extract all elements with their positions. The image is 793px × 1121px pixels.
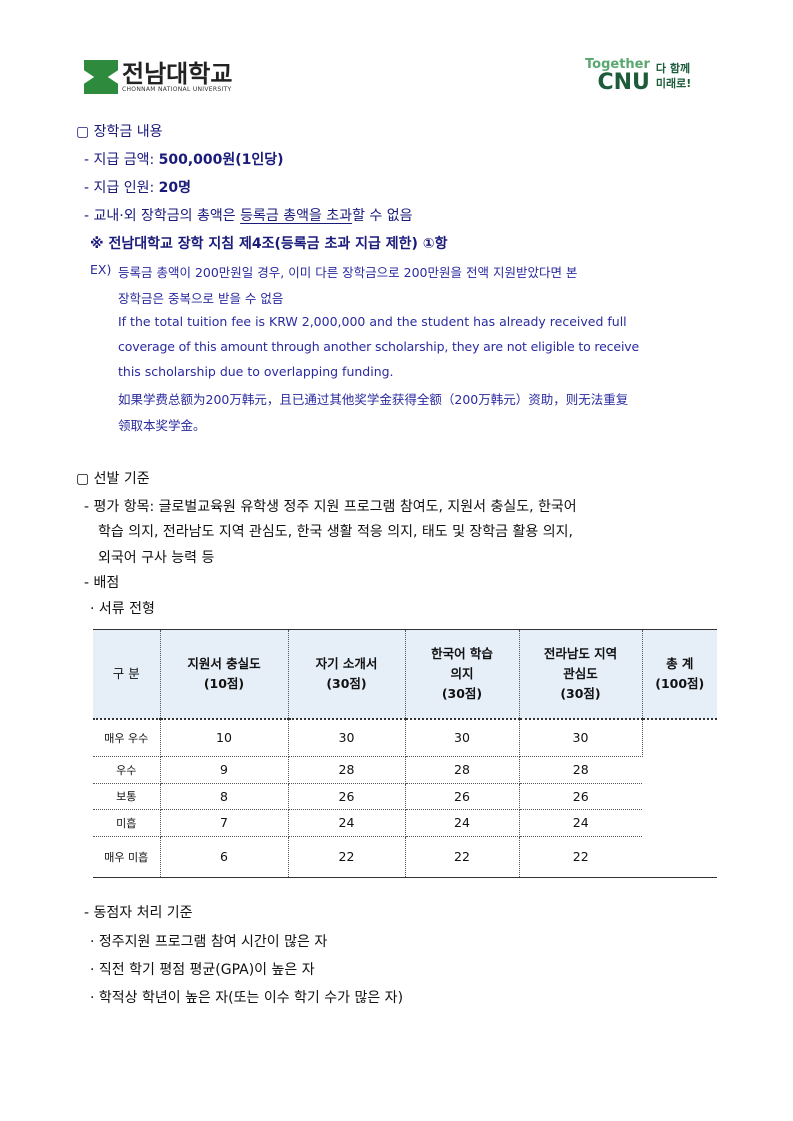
score-cell: 26 xyxy=(288,783,406,810)
score-cell: 22 xyxy=(288,836,406,878)
column-header-line: (30점) xyxy=(326,676,367,691)
row-label: 보통 xyxy=(93,783,161,810)
column-header: 지원서 충실도 (10점) xyxy=(160,629,289,720)
document-review-label: · 서류 전형 xyxy=(90,601,155,617)
logo-together: Together xyxy=(585,57,650,72)
score-cell: 30 xyxy=(519,719,643,757)
column-header: 구 분 xyxy=(93,629,161,720)
chonnam-university-logo: 전남대학교 CHONNAM NATIONAL UNIVERSITY xyxy=(84,60,232,94)
logo-subtitle: CHONNAM NATIONAL UNIVERSITY xyxy=(122,85,232,93)
limit-line: - 교내·외 장학금의 총액은 등록금 총액을 초과할 수 없음 xyxy=(84,205,412,225)
column-header-line: 의지 xyxy=(450,666,474,681)
column-header-line: (30점) xyxy=(441,686,483,701)
column-header-line: 관심도 xyxy=(563,666,598,681)
table-row: 매우 우수 10 30 30 30 xyxy=(93,719,717,878)
score-cell: 28 xyxy=(519,756,642,784)
score-cell: 24 xyxy=(288,809,406,837)
row-label: 우수 xyxy=(93,756,161,784)
table-row: 매우 미흡 6 22 22 22 xyxy=(93,836,717,878)
amount-label: - 지급 금액: xyxy=(84,152,159,168)
row-label: 매우 미흡 xyxy=(93,836,161,878)
score-cell: 30 xyxy=(288,719,406,757)
rule-reference: ※ 전남대학교 장학 지침 제4조(등록금 초과 지급 제한) ①항 xyxy=(90,236,448,252)
logo-slogan-1: 다 함께 xyxy=(655,62,691,75)
example-ko-2: 장학금은 중복으로 받을 수 없음 xyxy=(118,291,284,306)
example-en-1: If the total tuition fee is KRW 2,000,00… xyxy=(118,314,627,329)
amount-line: - 지급 금액: 500,000원(1인당) xyxy=(84,149,284,169)
column-header-line: 지원서 충실도 xyxy=(187,656,261,671)
column-header-line: 한국어 학습 xyxy=(431,646,493,661)
column-header-line: (100점) xyxy=(655,676,705,691)
scoring-table: 구 분 지원서 충실도 (10점) 자기 소개서 (30점) 한국어 학습 의지 (30점) 전… xyxy=(93,629,717,878)
score-cell: 26 xyxy=(519,783,642,810)
section-title-selection-criteria: ▢ 선발 기준 xyxy=(76,471,150,487)
score-cell: 26 xyxy=(405,783,520,810)
column-header-line: (10점) xyxy=(203,676,245,691)
example-prefix: EX) xyxy=(90,262,112,277)
count-value: 20명 xyxy=(158,180,192,196)
score-cell: 22 xyxy=(519,836,642,878)
count-line: - 지급 인원: 20명 xyxy=(84,177,191,197)
row-label: 매우 우수 xyxy=(93,719,161,757)
criteria-line-1: - 평가 항목: 글로벌교육원 유학생 정주 지원 프로그램 참여도, 지원서 … xyxy=(84,499,577,515)
column-header-line: 총 계 xyxy=(666,656,694,671)
section-title-scholarship-content: ▢ 장학금 내용 xyxy=(76,124,163,140)
limit-underline: 등록금 총액을 초과 xyxy=(240,208,353,224)
tie-break-title: - 동점자 처리 기준 xyxy=(84,905,193,921)
count-label: - 지급 인원: xyxy=(84,180,159,196)
together-cnu-logo: Together CNU 다 함께 미래로! xyxy=(585,58,691,94)
example-zh-1: 如果学费总额为200万韩元，且已通过其他奖学金获得全额（200万韩元）资助，则无… xyxy=(118,392,629,407)
limit-pre: - 교내·외 장학금의 총액은 xyxy=(84,208,241,224)
column-header-line: 자기 소개서 xyxy=(315,656,378,671)
score-cell: 22 xyxy=(405,836,520,878)
table-row: 미흡 7 24 24 24 xyxy=(93,809,717,837)
limit-post: 할 수 없음 xyxy=(352,208,413,224)
example-zh-2: 领取本奖学金。 xyxy=(118,418,206,433)
score-cell: 7 xyxy=(160,809,289,837)
criteria-line-2: 학습 의지, 전라남도 지역 관심도, 한국 생활 적응 의지, 태도 및 장학… xyxy=(98,524,573,540)
example-ko-1: 등록금 총액이 200만원일 경우, 이미 다른 장학금으로 200만원을 전액… xyxy=(118,265,578,280)
score-cell: 28 xyxy=(288,756,406,784)
amount-value: 500,000원(1인당) xyxy=(158,152,284,168)
total-cell xyxy=(642,719,717,878)
university-emblem-icon xyxy=(84,60,118,94)
column-header: 자기 소개서 (30점) xyxy=(288,629,406,720)
criteria-line-3: 외국어 구사 능력 등 xyxy=(98,550,215,566)
scoring-label: - 배점 xyxy=(84,575,120,591)
column-header-line: 전라남도 지역 xyxy=(543,646,618,661)
example-en-2: coverage of this amount through another … xyxy=(118,339,640,354)
score-cell: 9 xyxy=(160,756,289,784)
row-label: 미흡 xyxy=(93,809,161,837)
example-en-3: this scholarship due to overlapping fund… xyxy=(118,364,394,379)
logo-slogan-2: 미래로! xyxy=(655,77,692,90)
tie-break-1: · 정주지원 프로그램 참여 시간이 많은 자 xyxy=(90,934,328,950)
score-cell: 28 xyxy=(405,756,520,784)
score-cell: 8 xyxy=(160,783,289,810)
column-header-line: 구 분 xyxy=(112,666,140,681)
tie-break-3: · 학적상 학년이 높은 자(또는 이수 학기 수가 많은 자) xyxy=(90,990,404,1006)
column-header: 총 계 (100점) xyxy=(642,629,717,720)
logo-cnu: CNU xyxy=(597,70,650,95)
score-cell: 24 xyxy=(405,809,520,837)
score-cell: 24 xyxy=(519,809,642,837)
table-row: 우수 9 28 28 28 xyxy=(93,756,717,784)
score-cell: 30 xyxy=(405,719,520,757)
column-header-line: (30점) xyxy=(560,686,601,701)
tie-break-2: · 직전 학기 평점 평균(GPA)이 높은 자 xyxy=(90,962,315,978)
score-cell: 10 xyxy=(160,719,289,757)
score-cell: 6 xyxy=(160,836,289,878)
table-row: 보통 8 26 26 26 xyxy=(93,783,717,810)
logo-name: 전남대학교 xyxy=(122,59,233,88)
